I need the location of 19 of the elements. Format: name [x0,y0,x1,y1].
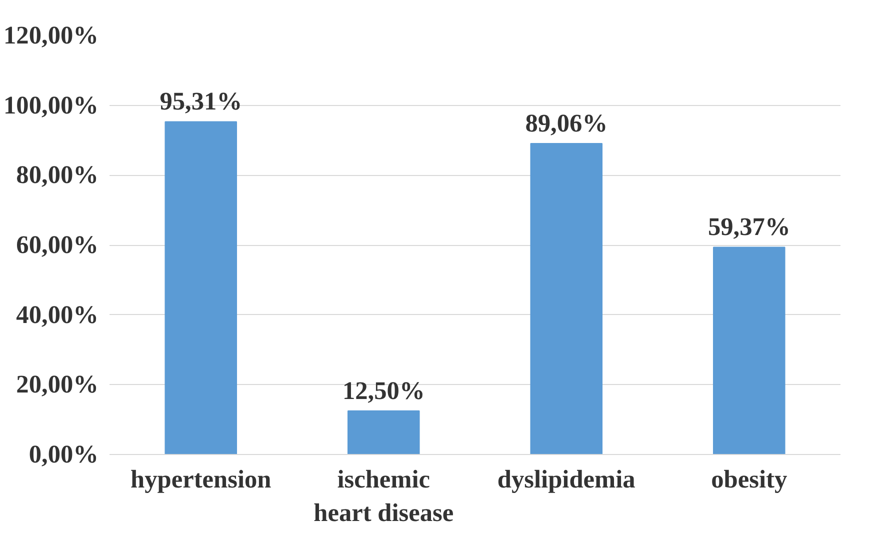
bar [347,410,420,454]
data-label: 12,50% [342,376,425,405]
x-tick-label: obesity [711,466,788,494]
y-tick-label: 120,00% [4,22,99,50]
bar [164,121,238,454]
data-label: 89,06% [525,110,608,138]
x-tick-label: ischemic heart disease [314,466,454,528]
bar [712,246,786,454]
y-tick-label: 40,00% [16,300,99,329]
data-label: 95,31% [160,88,242,116]
y-tick-label: 80,00% [16,161,99,190]
bar [530,143,603,454]
y-tick-label: 20,00% [16,370,99,399]
x-tick-label: dyslipidemia [497,466,636,494]
x-tick-label: hypertension [130,466,272,494]
y-tick-label: 100,00% [4,91,99,120]
y-tick-label: 60,00% [16,231,99,259]
data-label: 59,37% [708,213,790,242]
y-tick-label: 0,00% [28,440,99,468]
